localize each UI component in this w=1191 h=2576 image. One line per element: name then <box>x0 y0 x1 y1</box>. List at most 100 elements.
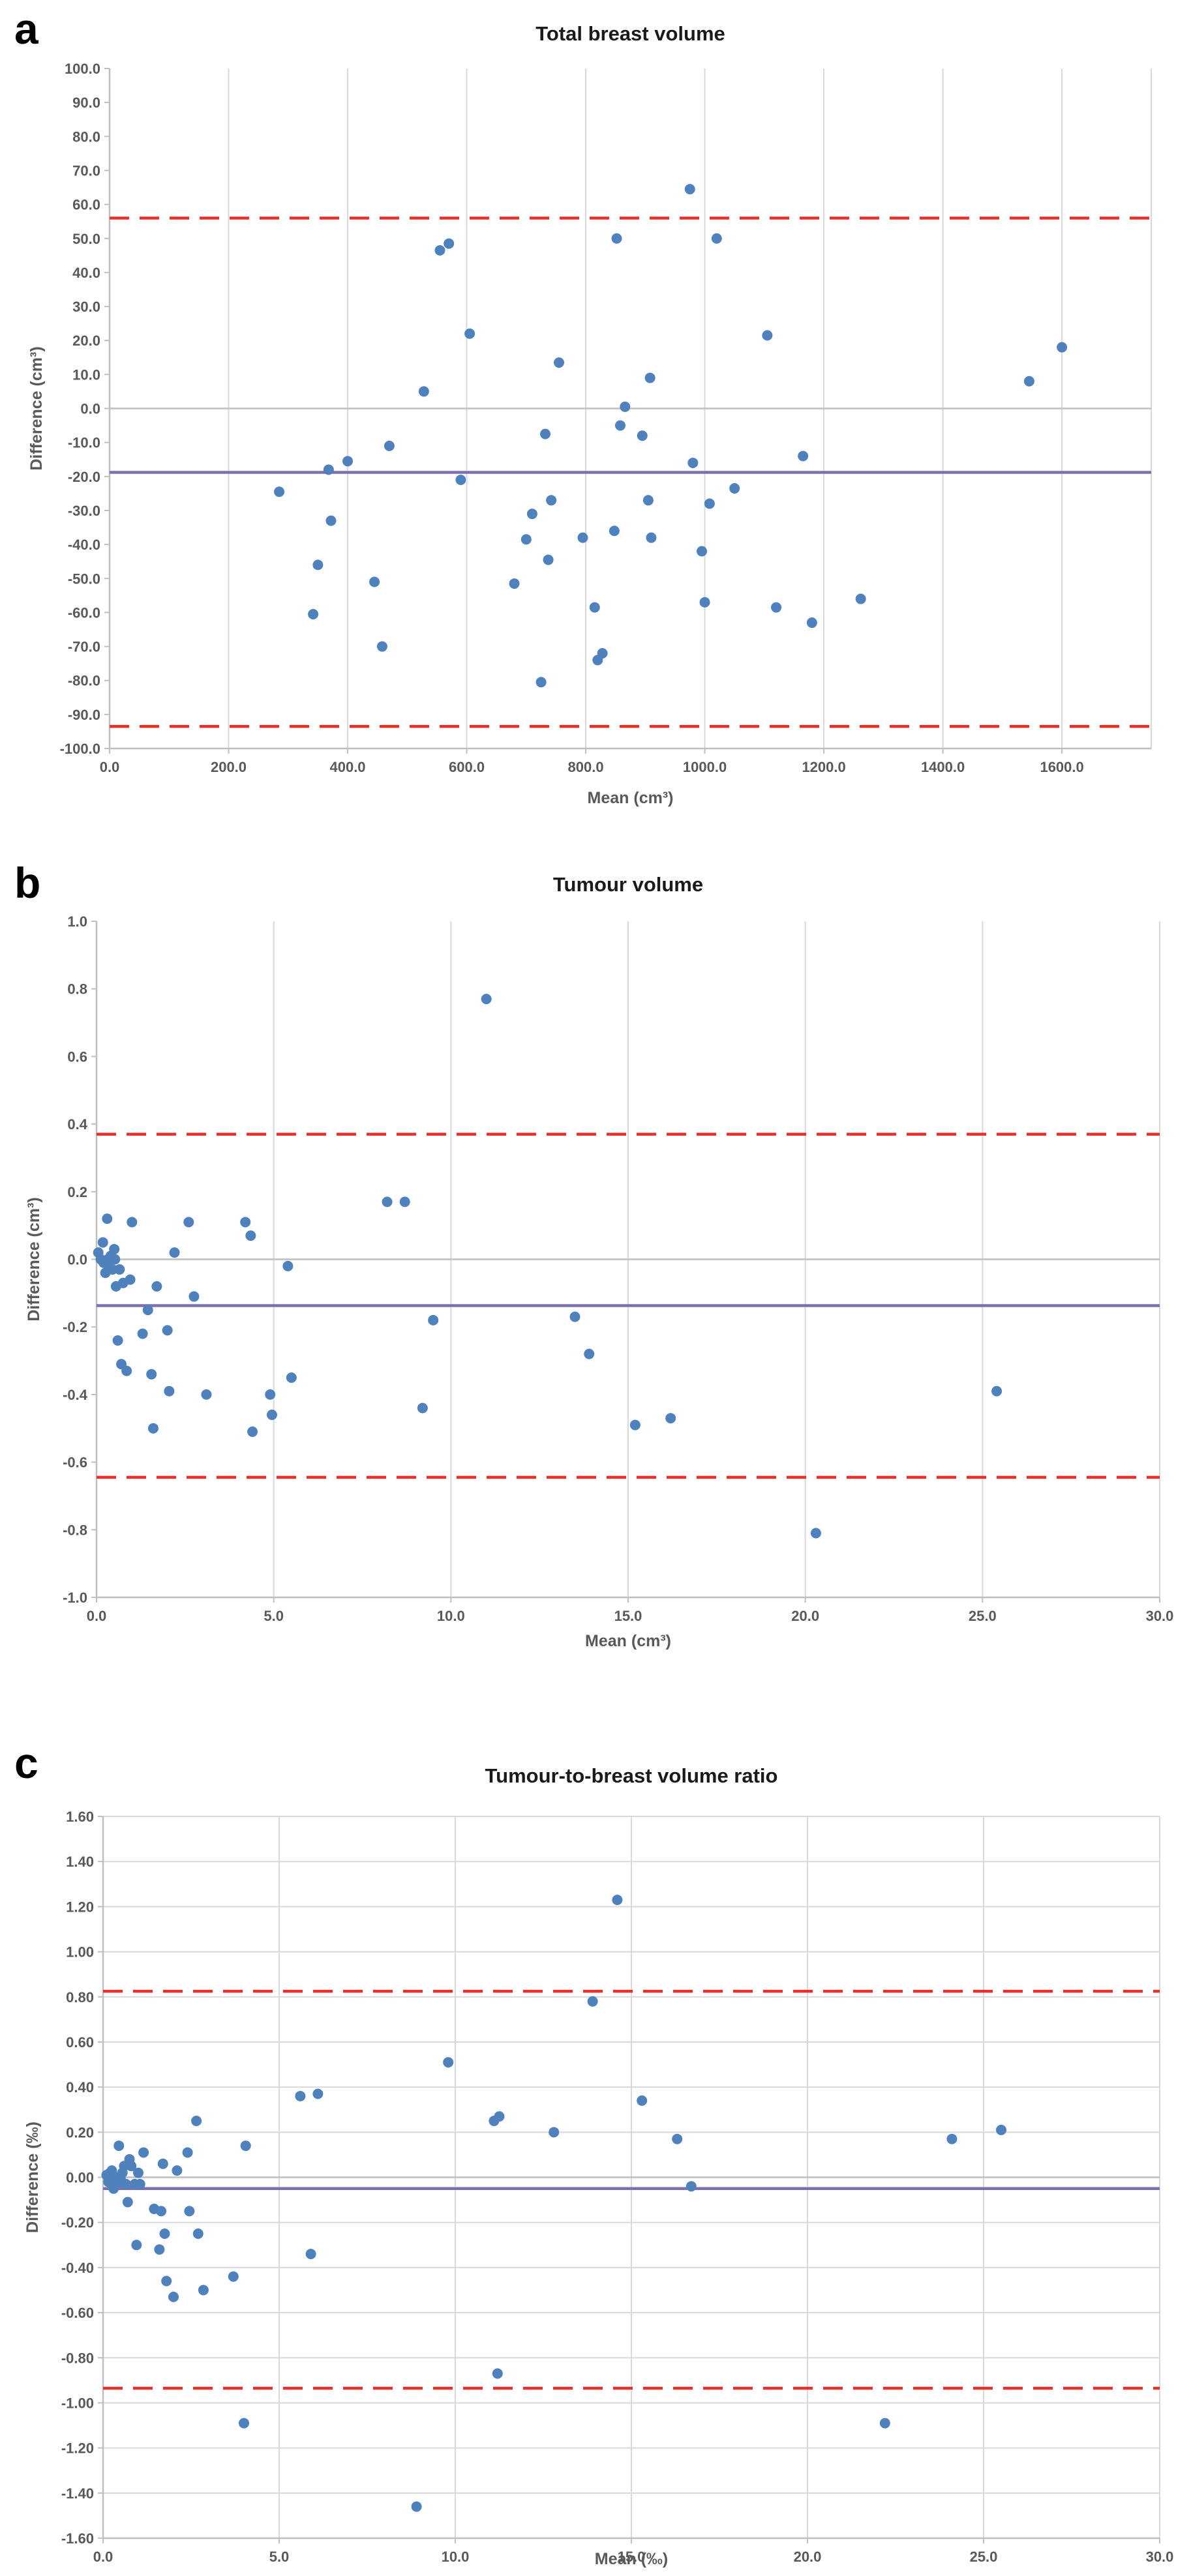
y-tick-label: 80.0 <box>72 128 100 145</box>
y-tick-label: 0.2 <box>67 1184 87 1200</box>
data-point <box>443 2057 454 2068</box>
y-tick-label: 0.80 <box>66 1989 94 2006</box>
x-tick-label: 15.0 <box>618 2549 646 2565</box>
data-point <box>546 495 557 506</box>
data-point <box>612 1894 623 1905</box>
data-point <box>520 534 532 545</box>
y-tick-label: 50.0 <box>72 231 100 247</box>
data-point <box>161 2275 172 2287</box>
data-point <box>569 1311 580 1322</box>
data-point <box>382 1196 393 1207</box>
data-point <box>151 1281 162 1292</box>
data-point <box>411 2501 422 2512</box>
y-tick-label: 70.0 <box>72 162 100 179</box>
y-tick-label: -0.80 <box>61 2350 94 2366</box>
x-tick-label: 10.0 <box>442 2549 470 2565</box>
data-point <box>274 486 285 497</box>
data-point <box>584 1348 595 1359</box>
data-point <box>169 1247 180 1258</box>
x-axis-label: Mean (‰) <box>595 2550 669 2568</box>
chart-tumour-volume: -1.0 -0.8 -0.6 -0.4 -0.2 0.0 0.2 0.4 0.6 0.8 1.0 0.… <box>25 873 1173 1650</box>
x-tick-label: 15.0 <box>614 1608 642 1624</box>
data-point <box>266 1410 277 1421</box>
panel-letter-c: c <box>14 1739 38 1787</box>
y-tick-label: -10.0 <box>68 435 100 451</box>
y-tick-label: 0.00 <box>66 2170 94 2186</box>
y-tick-label: -1.0 <box>63 1590 87 1606</box>
data-point <box>239 2418 249 2429</box>
y-axis-label: Difference (‰) <box>23 2122 42 2233</box>
x-tick-label: 1000.0 <box>683 759 727 775</box>
y-tick-label: -0.40 <box>61 2260 94 2276</box>
data-point <box>597 647 608 659</box>
data-point <box>376 641 387 652</box>
data-point <box>142 1305 153 1316</box>
y-tick-label: -40.0 <box>68 537 100 553</box>
data-point <box>157 2158 168 2169</box>
data-point <box>247 1426 258 1437</box>
y-tick-label: 0.40 <box>66 2079 94 2095</box>
data-point <box>535 677 547 688</box>
y-tick-label: 20.0 <box>72 333 100 349</box>
data-point <box>240 1217 251 1228</box>
x-axis-label: Mean (cm³) <box>585 1632 671 1650</box>
data-point <box>113 2140 125 2152</box>
data-point <box>620 401 631 412</box>
x-tick-label: 200.0 <box>211 759 247 775</box>
x-tick-label: 0.0 <box>100 759 120 775</box>
data-point <box>762 330 773 341</box>
y-tick-label: -30.0 <box>68 503 100 519</box>
data-point <box>991 1385 1003 1397</box>
y-tick-label: -1.20 <box>61 2440 94 2457</box>
data-point <box>295 2090 306 2101</box>
chart-title: Total breast volume <box>535 22 725 45</box>
y-tick-label: -100.0 <box>60 741 100 757</box>
data-point <box>697 546 708 557</box>
y-tick-label: 0.60 <box>66 2034 94 2050</box>
y-tick-label: 0.20 <box>66 2124 94 2140</box>
data-point <box>509 578 520 589</box>
data-point <box>611 233 622 244</box>
data-point <box>798 451 809 462</box>
data-point <box>384 440 395 451</box>
y-tick-label: 1.60 <box>66 1809 94 1825</box>
y-tick-label: 1.20 <box>66 1899 94 1915</box>
data-point <box>138 2147 149 2158</box>
y-tick-label: 1.40 <box>66 1854 94 1870</box>
data-point <box>609 526 620 537</box>
data-point <box>684 184 695 195</box>
data-point <box>137 1328 148 1339</box>
data-point <box>729 483 740 494</box>
data-point <box>201 1389 212 1400</box>
data-point <box>122 2197 133 2208</box>
y-tick-label: -20.0 <box>68 469 100 485</box>
x-tick-label: 5.0 <box>269 2549 290 2565</box>
data-point <box>637 430 648 441</box>
data-point <box>687 457 699 468</box>
panel-b: b -1.0 -0.8 -0.6 -0.4 -0.2 0.0 0.2 0.4 0.6 0.8 1.0… <box>0 854 1191 1685</box>
data-point <box>192 2228 204 2239</box>
y-tick-label: -0.20 <box>61 2215 94 2231</box>
data-point <box>146 1369 157 1380</box>
data-point <box>672 2133 683 2144</box>
y-tick-label: -0.8 <box>63 1522 87 1538</box>
data-point <box>464 328 475 339</box>
data-point <box>996 2124 1006 2135</box>
data-point <box>704 498 715 509</box>
y-tick-label: 1.0 <box>67 913 87 930</box>
data-point <box>323 464 334 475</box>
chart-title: Tumour-to-breast volume ratio <box>485 1764 778 1787</box>
data-point <box>134 2178 145 2189</box>
data-point <box>162 1325 173 1336</box>
x-tick-label: 800.0 <box>568 759 604 775</box>
data-point <box>312 2088 324 2099</box>
x-tick-label: 1400.0 <box>921 759 965 775</box>
y-tick-label: 40.0 <box>72 265 100 281</box>
data-point <box>191 2116 202 2127</box>
data-point <box>629 1419 641 1430</box>
data-point <box>399 1196 410 1207</box>
chart-tumour-to-breast-ratio: -1.60 -1.40 -1.20 -1.00 -0.80 -0.60 -0.40 -0.20… <box>23 1764 1173 2568</box>
x-axis-label: Mean (cm³) <box>588 789 674 807</box>
data-point <box>240 2140 251 2152</box>
x-tick-label: 20.0 <box>794 2549 822 2565</box>
